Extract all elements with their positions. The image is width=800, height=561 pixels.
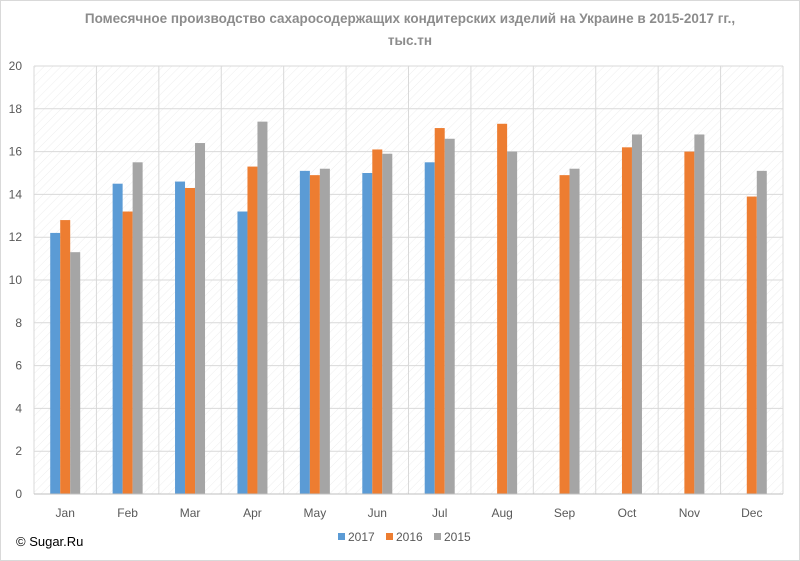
x-tick-label: Dec (741, 506, 762, 520)
legend-swatch-2017 (338, 533, 345, 540)
bar-2015-nov (694, 134, 705, 495)
bar-2016-aug (497, 123, 508, 494)
y-tick-label: 6 (15, 359, 22, 373)
copyright-text: © Sugar.Ru (16, 534, 84, 549)
x-tick-label: Oct (618, 506, 637, 520)
legend-swatch-2016 (386, 533, 393, 540)
bar-2015-jan (70, 252, 81, 494)
y-tick-label: 20 (9, 59, 23, 73)
x-tick-label: May (304, 506, 327, 520)
y-tick-label: 16 (9, 145, 23, 159)
bar-2015-oct (631, 134, 642, 495)
x-tick-label: Feb (117, 506, 138, 520)
bar-2016-jan (60, 220, 71, 494)
x-tick-label: Jun (368, 506, 387, 520)
x-tick-label: Sep (554, 506, 576, 520)
legend-label-2017: 2017 (348, 530, 375, 544)
bar-2016-jun (372, 149, 383, 494)
chart-title-line1: Помесячное производство сахаросодержащих… (84, 11, 736, 26)
bar-2017-jul (424, 162, 435, 495)
bar-2015-may (319, 168, 330, 494)
y-tick-label: 12 (9, 230, 23, 244)
bar-2015-apr (257, 121, 268, 494)
bar-2016-feb (122, 211, 133, 494)
legend-label-2016: 2016 (396, 530, 423, 544)
bar-2015-feb (132, 162, 143, 495)
x-tick-label: Jul (432, 506, 447, 520)
y-tick-label: 18 (9, 102, 23, 116)
y-tick-label: 10 (9, 273, 23, 287)
axis-layer: 0 2 4 6 8 10 12 14 16 18 20 Jan Feb Mar Apr May Jun Jul Au… (9, 59, 783, 520)
bar-2017-apr (237, 211, 248, 494)
y-tick-label: 4 (15, 401, 22, 415)
bar-2016-mar (185, 187, 196, 495)
x-tick-label: Apr (243, 506, 262, 520)
bar-2017-mar (175, 181, 186, 494)
chart-title: Помесячное производство сахаросодержащих… (60, 8, 760, 52)
bars-layer (50, 121, 767, 495)
bar-2016-may (309, 175, 320, 494)
bar-2017-feb (112, 183, 123, 494)
legend: 2017 2016 2015 (338, 530, 471, 544)
bar-2015-jun (382, 153, 393, 495)
y-tick-label: 8 (15, 316, 22, 330)
y-tick-label: 0 (15, 487, 22, 501)
y-tick-label: 14 (9, 187, 23, 201)
bar-2015-aug (507, 151, 518, 494)
bar-2016-sep (559, 175, 570, 494)
bar-2016-oct (621, 147, 632, 494)
bar-2016-nov (684, 151, 695, 494)
x-tick-label: Aug (491, 506, 512, 520)
x-tick-label: Mar (180, 506, 201, 520)
bar-2017-jan (50, 232, 61, 495)
bar-2017-jun (362, 173, 373, 494)
bar-2017-may (299, 170, 310, 495)
bar-2016-jul (434, 128, 445, 494)
chart-title-line2: тыс.тн (387, 33, 433, 48)
bar-2015-dec (756, 170, 767, 495)
bar-2015-sep (569, 168, 580, 494)
legend-swatch-2015 (434, 533, 441, 540)
y-tick-label: 2 (15, 444, 22, 458)
legend-label-2015: 2015 (444, 530, 471, 544)
bar-2015-jul (444, 138, 455, 494)
x-tick-label: Jan (56, 506, 75, 520)
bar-2015-mar (195, 143, 206, 495)
x-tick-label: Nov (679, 506, 700, 520)
bar-2016-dec (746, 196, 757, 495)
bar-2016-apr (247, 166, 258, 494)
